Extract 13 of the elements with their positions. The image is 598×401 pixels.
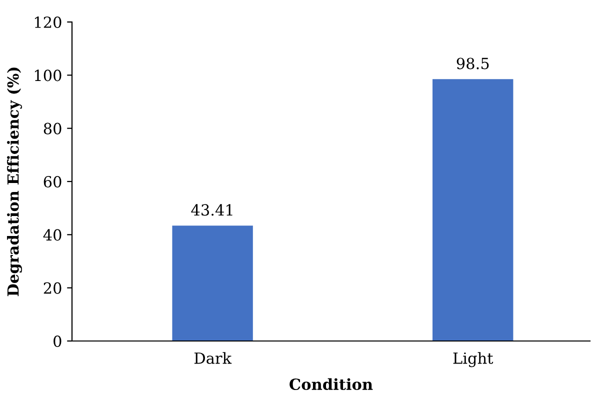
y-axis-title: Degradation Efficiency (%) (7, 68, 22, 296)
data-label: 43.41 (191, 204, 232, 216)
y-tick-label: 60 (44, 176, 62, 188)
y-tick-label: 100 (34, 70, 62, 82)
data-label: 98.5 (456, 58, 489, 70)
y-tick-label: 120 (34, 16, 62, 28)
x-tick-label: Dark (194, 352, 232, 364)
x-tick-label: Light (453, 352, 494, 368)
y-tick-label: 0 (54, 335, 62, 348)
y-tick-label: 20 (44, 282, 62, 294)
y-tick-label: 80 (44, 122, 62, 134)
y-tick-label: 40 (43, 229, 62, 241)
x-axis-title: Condition (290, 378, 373, 390)
